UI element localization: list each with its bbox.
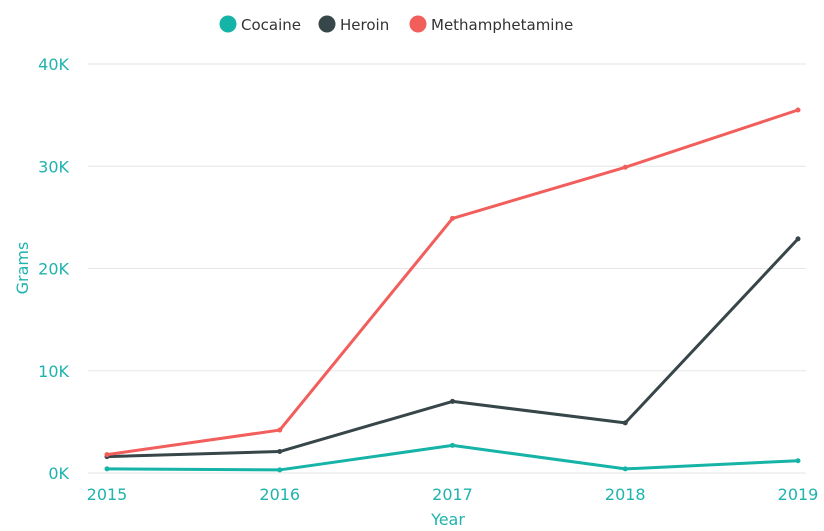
data-point-cocaine[interactable] (277, 467, 283, 473)
data-point-methamphetamine[interactable] (622, 164, 628, 170)
data-point-methamphetamine[interactable] (104, 452, 110, 458)
data-point-cocaine[interactable] (104, 466, 110, 472)
series-line-heroin[interactable] (105, 237, 800, 459)
x-axis-tick-labels: 2015 2016 2017 2018 2019 (87, 485, 819, 504)
x-tick-label: 2018 (605, 485, 646, 504)
legend-item-cocaine[interactable]: Cocaine (219, 15, 302, 35)
data-point-methamphetamine[interactable] (450, 215, 455, 221)
y-tick-label: 10K (38, 362, 69, 381)
legend-label: Heroin (340, 16, 389, 34)
data-point-methamphetamine[interactable] (795, 107, 801, 113)
legend-item-heroin[interactable]: Heroin (318, 15, 390, 35)
legend-label: Cocaine (241, 16, 301, 34)
legend-item-methamphetamine[interactable]: Methamphetamine (409, 15, 574, 35)
legend-marker (409, 15, 427, 33)
legend-marker (219, 15, 237, 33)
series-line-cocaine[interactable] (105, 443, 800, 472)
series-lines (104, 107, 801, 473)
y-tick-label: 20K (38, 260, 69, 279)
y-tick-label: 40K (38, 55, 69, 74)
data-point-cocaine[interactable] (622, 466, 628, 472)
data-point-methamphetamine[interactable] (277, 427, 283, 433)
y-axis-title: Grams (13, 242, 32, 295)
legend[interactable]: Cocaine Heroin Methamphetamine (219, 15, 574, 35)
data-point-cocaine[interactable] (795, 458, 801, 464)
y-axis-tick-labels: 0K 10K 20K 30K 40K (38, 55, 69, 483)
y-tick-label: 0K (48, 464, 69, 483)
legend-label: Methamphetamine (431, 16, 573, 34)
data-point-heroin[interactable] (795, 236, 801, 242)
x-tick-label: 2015 (87, 485, 128, 504)
data-point-cocaine[interactable] (450, 442, 455, 448)
x-tick-label: 2017 (432, 485, 473, 504)
legend-marker (318, 15, 336, 33)
x-axis-title: Year (430, 510, 465, 529)
data-point-heroin[interactable] (450, 398, 455, 404)
data-point-heroin[interactable] (277, 449, 283, 455)
x-tick-label: 2019 (778, 485, 819, 504)
x-tick-label: 2016 (259, 485, 300, 504)
gridlines (88, 63, 806, 474)
data-point-heroin[interactable] (622, 420, 628, 426)
y-tick-label: 30K (38, 157, 69, 176)
